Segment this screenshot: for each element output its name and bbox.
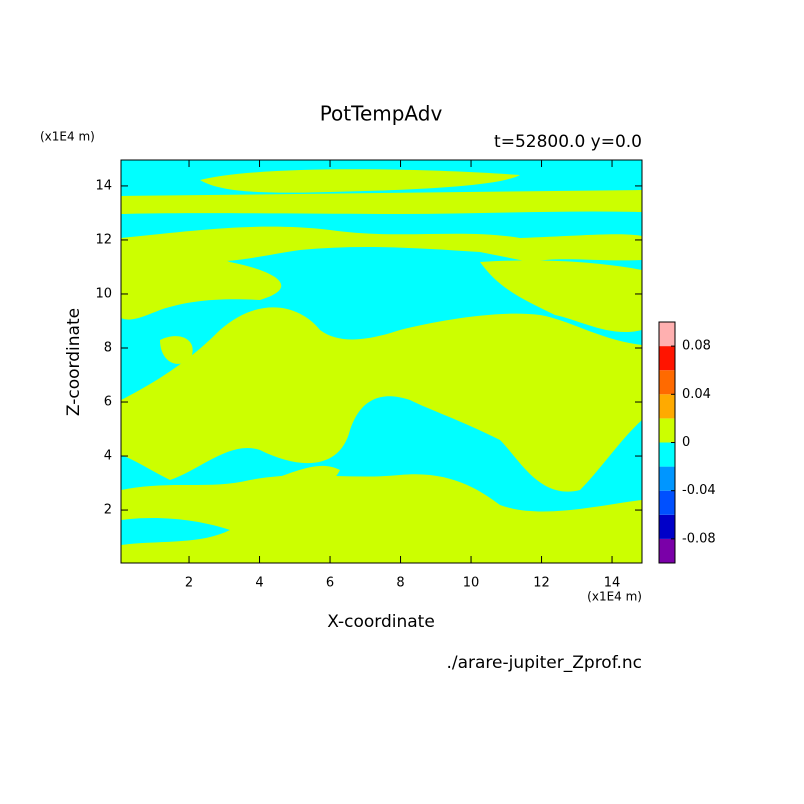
contour-region — [121, 226, 642, 270]
y-tick-label: 10 — [95, 286, 112, 301]
colorbar-tick-label: 0 — [682, 435, 690, 450]
x-tick-label: 2 — [185, 576, 193, 591]
x-tick-label: 6 — [326, 576, 334, 591]
colorbar-tick-label: -0.04 — [682, 483, 716, 498]
contour-region — [200, 169, 520, 193]
y-tick-label: 2 — [104, 503, 112, 518]
chart-title: PotTempAdv — [320, 102, 443, 126]
contour-region — [160, 336, 193, 364]
contour-region — [121, 474, 642, 563]
colorbar-bin — [659, 442, 675, 467]
x-axis-label: X-coordinate — [327, 612, 435, 632]
contour-region — [480, 260, 642, 333]
contour-region — [121, 190, 642, 214]
colorbar-bin — [659, 490, 675, 515]
colorbar-tick-label: 0.04 — [682, 387, 711, 402]
x-unit: (x1E4 m) — [587, 590, 642, 604]
x-tick-label: 12 — [533, 576, 550, 591]
x-tick-label: 8 — [396, 576, 404, 591]
colorbar-bin — [659, 514, 675, 539]
x-tick-label: 10 — [463, 576, 480, 591]
colorbar-tick-label: 0.08 — [682, 339, 711, 354]
chart-subtitle: t=52800.0 y=0.0 — [494, 132, 642, 152]
y-tick-label: 14 — [95, 178, 112, 193]
colorbar-bin — [659, 538, 675, 563]
colorbar-tick-label: -0.08 — [682, 531, 716, 546]
y-tick-label: 8 — [104, 340, 112, 355]
contour-region — [121, 246, 282, 320]
x-tick-label: 4 — [255, 576, 263, 591]
contour-region — [270, 465, 340, 491]
source-label: ./arare-jupiter_Zprof.nc — [446, 653, 642, 673]
colorbar-bin — [659, 418, 675, 443]
x-tick-label: 14 — [604, 576, 621, 591]
colorbar-bin — [659, 322, 675, 347]
y-axis-label: Z-coordinate — [64, 308, 84, 416]
y-unit: (x1E4 m) — [40, 130, 95, 144]
y-tick-label: 6 — [104, 395, 112, 410]
contour-field — [121, 169, 642, 563]
colorbar-bin — [659, 346, 675, 371]
colorbar-bin — [659, 394, 675, 419]
y-tick-label: 12 — [95, 232, 112, 247]
contour-region — [121, 307, 642, 492]
y-tick-label: 4 — [104, 449, 112, 464]
colorbar-bin — [659, 466, 675, 491]
colorbar-bin — [659, 370, 675, 395]
plot-frame — [120, 159, 643, 564]
